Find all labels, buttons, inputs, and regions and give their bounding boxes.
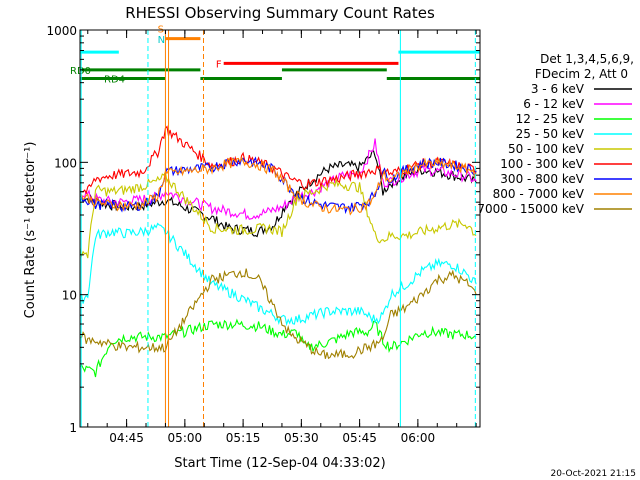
legend-label-7: 800 - 7000 keV <box>493 187 585 201</box>
legend-label-4: 50 - 100 keV <box>508 142 585 156</box>
series-line-2 <box>79 318 477 378</box>
y-tick-label-0: 1 <box>69 421 77 435</box>
flag-label-f: F <box>216 59 222 70</box>
x-axis: 04:45 05:00 05:15 05:30 05:45 06:00 <box>87 30 477 445</box>
y-tick-label-1: 10 <box>62 289 77 303</box>
x-tick-label-4: 05:45 <box>342 431 377 445</box>
plot-frame <box>79 29 481 428</box>
flag-label-n: N <box>158 35 165 46</box>
x-tick-label-1: 05:00 <box>168 431 203 445</box>
legend-header-line-1: Det 1,3,4,5,6,9, <box>540 52 634 66</box>
x-axis-label: Start Time (12-Sep-04 04:33:02) <box>174 456 385 471</box>
legend-label-0: 3 - 6 keV <box>531 82 585 96</box>
x-tick-label-3: 05:30 <box>284 431 319 445</box>
series-layer <box>79 125 477 378</box>
x-tick-label-5: 06:00 <box>401 431 436 445</box>
chart-title: RHESSI Observing Summary Count Rates <box>125 4 435 22</box>
legend-label-1: 6 - 12 keV <box>523 97 585 111</box>
flag-label-rd0: RD0 <box>70 66 91 77</box>
legend-label-8: 7000 - 15000 keV <box>477 202 584 216</box>
y-tick-label-3: 1000 <box>46 24 77 38</box>
x-tick-label-2: 05:15 <box>226 431 261 445</box>
y-axis-label: Count Rate (s⁻¹ detector⁻¹) <box>23 142 38 319</box>
legend-label-3: 25 - 50 keV <box>516 127 585 141</box>
series-line-1 <box>79 138 477 221</box>
y-axis: 1 10 100 1000 <box>46 24 480 435</box>
series-line-3 <box>79 222 477 327</box>
series-line-8 <box>79 268 477 360</box>
legend: Det 1,3,4,5,6,9, FDecim 2, Att 0 3 - 6 k… <box>477 52 634 216</box>
legend-label-5: 100 - 300 keV <box>500 157 584 171</box>
series-line-7 <box>79 156 477 216</box>
legend-header-line-2: FDecim 2, Att 0 <box>535 67 628 81</box>
series-line-4 <box>79 170 477 259</box>
x-tick-label-0: 04:45 <box>109 431 144 445</box>
y-tick-label-2: 100 <box>54 156 77 170</box>
flag-label-rd4: RD4 <box>104 75 125 86</box>
footer-timestamp: 20-Oct-2021 21:15 <box>551 469 636 479</box>
legend-label-2: 12 - 25 keV <box>516 112 585 126</box>
legend-label-6: 300 - 800 keV <box>500 172 584 186</box>
vline-layer <box>80 30 476 427</box>
